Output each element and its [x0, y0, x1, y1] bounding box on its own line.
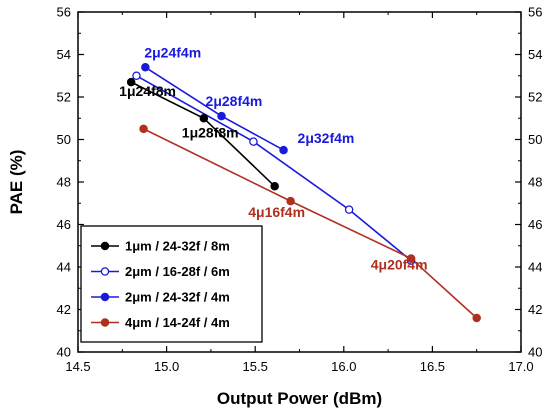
y-tick-label: 52 [57, 90, 71, 105]
y2-tick-label: 54 [528, 47, 542, 62]
legend-swatch-marker [100, 318, 110, 327]
data-point-series-1 [132, 71, 141, 81]
annotation-label: 2μ24f4m [144, 44, 201, 60]
series-line-1 [136, 75, 412, 262]
annotations: 2μ24f4m 1μ24f8m 2μ28f4m 1μ28f8m 2μ32f4m 4μ16f… [119, 44, 427, 272]
series-line-3 [143, 128, 478, 319]
legend-entry-label: 4μm / 14-24f / 4m [125, 315, 230, 330]
x-axis-title: Output Power (dBm) [217, 389, 382, 408]
data-point-series-1 [344, 205, 354, 214]
y-tick-label: 48 [57, 175, 71, 190]
x-tick-label: 15.0 [154, 359, 179, 374]
x-tick-label: 15.5 [243, 359, 268, 374]
data-point-series-3 [139, 124, 148, 134]
x-tick-label: 14.5 [65, 359, 90, 374]
data-point-series-3 [472, 313, 481, 323]
legend-entry-label: 1μm / 24-32f / 8m [125, 239, 230, 254]
y2-tick-label: 40 [528, 345, 542, 360]
data-point-series-1 [249, 137, 258, 146]
annotation-label: 4μ16f4m [248, 204, 305, 220]
legend-entry-label: 2μm / 24-32f / 4m [125, 290, 230, 305]
legend-swatch-marker [100, 241, 110, 251]
legend-entry-label: 2μm / 16-28f / 6m [125, 264, 230, 279]
y2-tick-label: 42 [528, 302, 542, 317]
legend: 1μm / 24-32f / 8m 2μm / 16-28f / 6m 2μm / … [80, 225, 263, 343]
data-point-series-0 [199, 114, 209, 123]
data-point-series-3 [406, 254, 416, 263]
y-tick-label: 50 [57, 132, 71, 147]
y-tick-label: 54 [57, 47, 71, 62]
y-tick-label: 46 [57, 217, 71, 232]
annotation-label: 1μ28f8m [182, 124, 239, 140]
x-tick-label: 16.0 [331, 359, 356, 374]
y2-tick-label: 50 [528, 132, 542, 147]
x-tick-label: 17.0 [508, 359, 533, 374]
annotation-label: 2μ28f4m [206, 93, 263, 109]
data-point-series-2 [279, 145, 288, 155]
y2-tick-label: 48 [528, 175, 542, 190]
data-point-series-0 [126, 77, 136, 87]
legend-swatch-marker [100, 267, 110, 276]
annotation-label: 1μ24f8m [119, 83, 176, 99]
annotation-label: 4μ20f4m [371, 257, 428, 273]
y-tick-label: 44 [57, 260, 71, 275]
legend-swatch-marker [100, 292, 110, 302]
y2-tick-label: 46 [528, 217, 542, 232]
y2-tick-label: 44 [528, 260, 542, 275]
y-tick-label: 56 [57, 5, 71, 20]
data-point-series-2 [141, 63, 150, 72]
data-point-series-2 [217, 111, 226, 121]
series-markers [126, 63, 481, 323]
data-point-series-0 [270, 181, 279, 191]
y-tick-label: 40 [57, 345, 71, 360]
y-tick-label: 42 [57, 302, 71, 317]
data-point-series-3 [286, 196, 295, 206]
x-tick-label: 16.5 [420, 359, 445, 374]
y-axis-title: PAE (%) [7, 150, 26, 215]
y2-tick-label: 56 [528, 5, 542, 20]
y2-tick-label: 52 [528, 90, 542, 105]
annotation-label: 2μ32f4m [298, 130, 355, 146]
